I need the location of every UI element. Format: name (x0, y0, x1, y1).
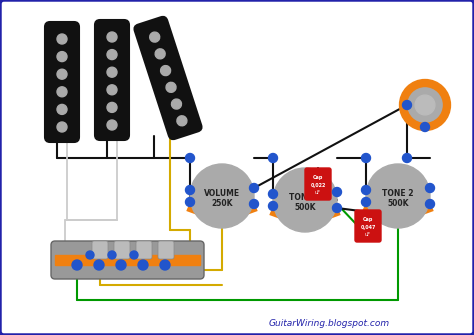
Circle shape (107, 32, 117, 42)
Text: TONE 1: TONE 1 (289, 193, 321, 201)
Text: TONE 2: TONE 2 (382, 189, 414, 198)
FancyBboxPatch shape (136, 241, 152, 259)
Circle shape (116, 260, 126, 270)
Text: VOLUME: VOLUME (204, 189, 240, 198)
Circle shape (420, 123, 429, 132)
Circle shape (138, 260, 148, 270)
Circle shape (107, 103, 117, 113)
Circle shape (155, 49, 165, 59)
Wedge shape (269, 190, 341, 228)
Circle shape (57, 87, 67, 97)
Circle shape (185, 198, 194, 206)
FancyBboxPatch shape (92, 241, 108, 259)
Circle shape (57, 122, 67, 132)
Circle shape (332, 203, 341, 212)
Circle shape (249, 200, 258, 208)
Circle shape (160, 260, 170, 270)
FancyBboxPatch shape (95, 20, 129, 140)
Circle shape (130, 251, 138, 259)
Circle shape (57, 69, 67, 79)
Circle shape (172, 99, 182, 109)
Circle shape (402, 100, 411, 110)
Circle shape (268, 190, 277, 199)
Circle shape (107, 85, 117, 95)
Text: Cap: Cap (313, 175, 323, 180)
Circle shape (177, 116, 187, 126)
Circle shape (426, 200, 435, 208)
Circle shape (107, 120, 117, 130)
Circle shape (150, 32, 160, 42)
Circle shape (415, 95, 435, 115)
Wedge shape (362, 186, 434, 224)
Text: 0,047: 0,047 (360, 224, 376, 229)
Circle shape (190, 164, 254, 228)
Circle shape (57, 52, 67, 62)
Circle shape (249, 184, 258, 193)
Circle shape (426, 184, 435, 193)
FancyBboxPatch shape (305, 168, 331, 200)
Circle shape (108, 251, 116, 259)
Circle shape (57, 34, 67, 44)
Circle shape (268, 153, 277, 162)
Text: uF: uF (315, 190, 321, 195)
Circle shape (268, 201, 277, 210)
Text: uF: uF (365, 231, 371, 237)
Circle shape (72, 260, 82, 270)
FancyBboxPatch shape (158, 241, 174, 259)
FancyBboxPatch shape (51, 241, 204, 279)
Circle shape (94, 260, 104, 270)
Circle shape (332, 188, 341, 197)
Text: 250K: 250K (211, 199, 233, 207)
FancyBboxPatch shape (114, 241, 130, 259)
Circle shape (362, 198, 371, 206)
Circle shape (362, 186, 371, 195)
Circle shape (402, 153, 411, 162)
Circle shape (185, 153, 194, 162)
Circle shape (407, 87, 443, 123)
Text: 500K: 500K (387, 199, 409, 207)
Circle shape (166, 82, 176, 92)
Text: GuitarWiring.blogspot.com: GuitarWiring.blogspot.com (269, 319, 390, 328)
Text: Cap: Cap (363, 216, 373, 221)
Text: 500K: 500K (294, 202, 316, 211)
FancyBboxPatch shape (355, 210, 381, 242)
Wedge shape (186, 186, 258, 224)
Circle shape (161, 66, 171, 76)
FancyBboxPatch shape (135, 17, 201, 139)
Circle shape (362, 153, 371, 162)
Circle shape (57, 105, 67, 114)
Circle shape (273, 168, 337, 232)
Circle shape (185, 186, 194, 195)
Circle shape (107, 67, 117, 77)
Bar (55, 255, 200, 265)
Circle shape (366, 164, 430, 228)
Circle shape (107, 50, 117, 60)
FancyBboxPatch shape (45, 22, 79, 142)
Circle shape (86, 251, 94, 259)
Text: 0,022: 0,022 (310, 183, 326, 188)
